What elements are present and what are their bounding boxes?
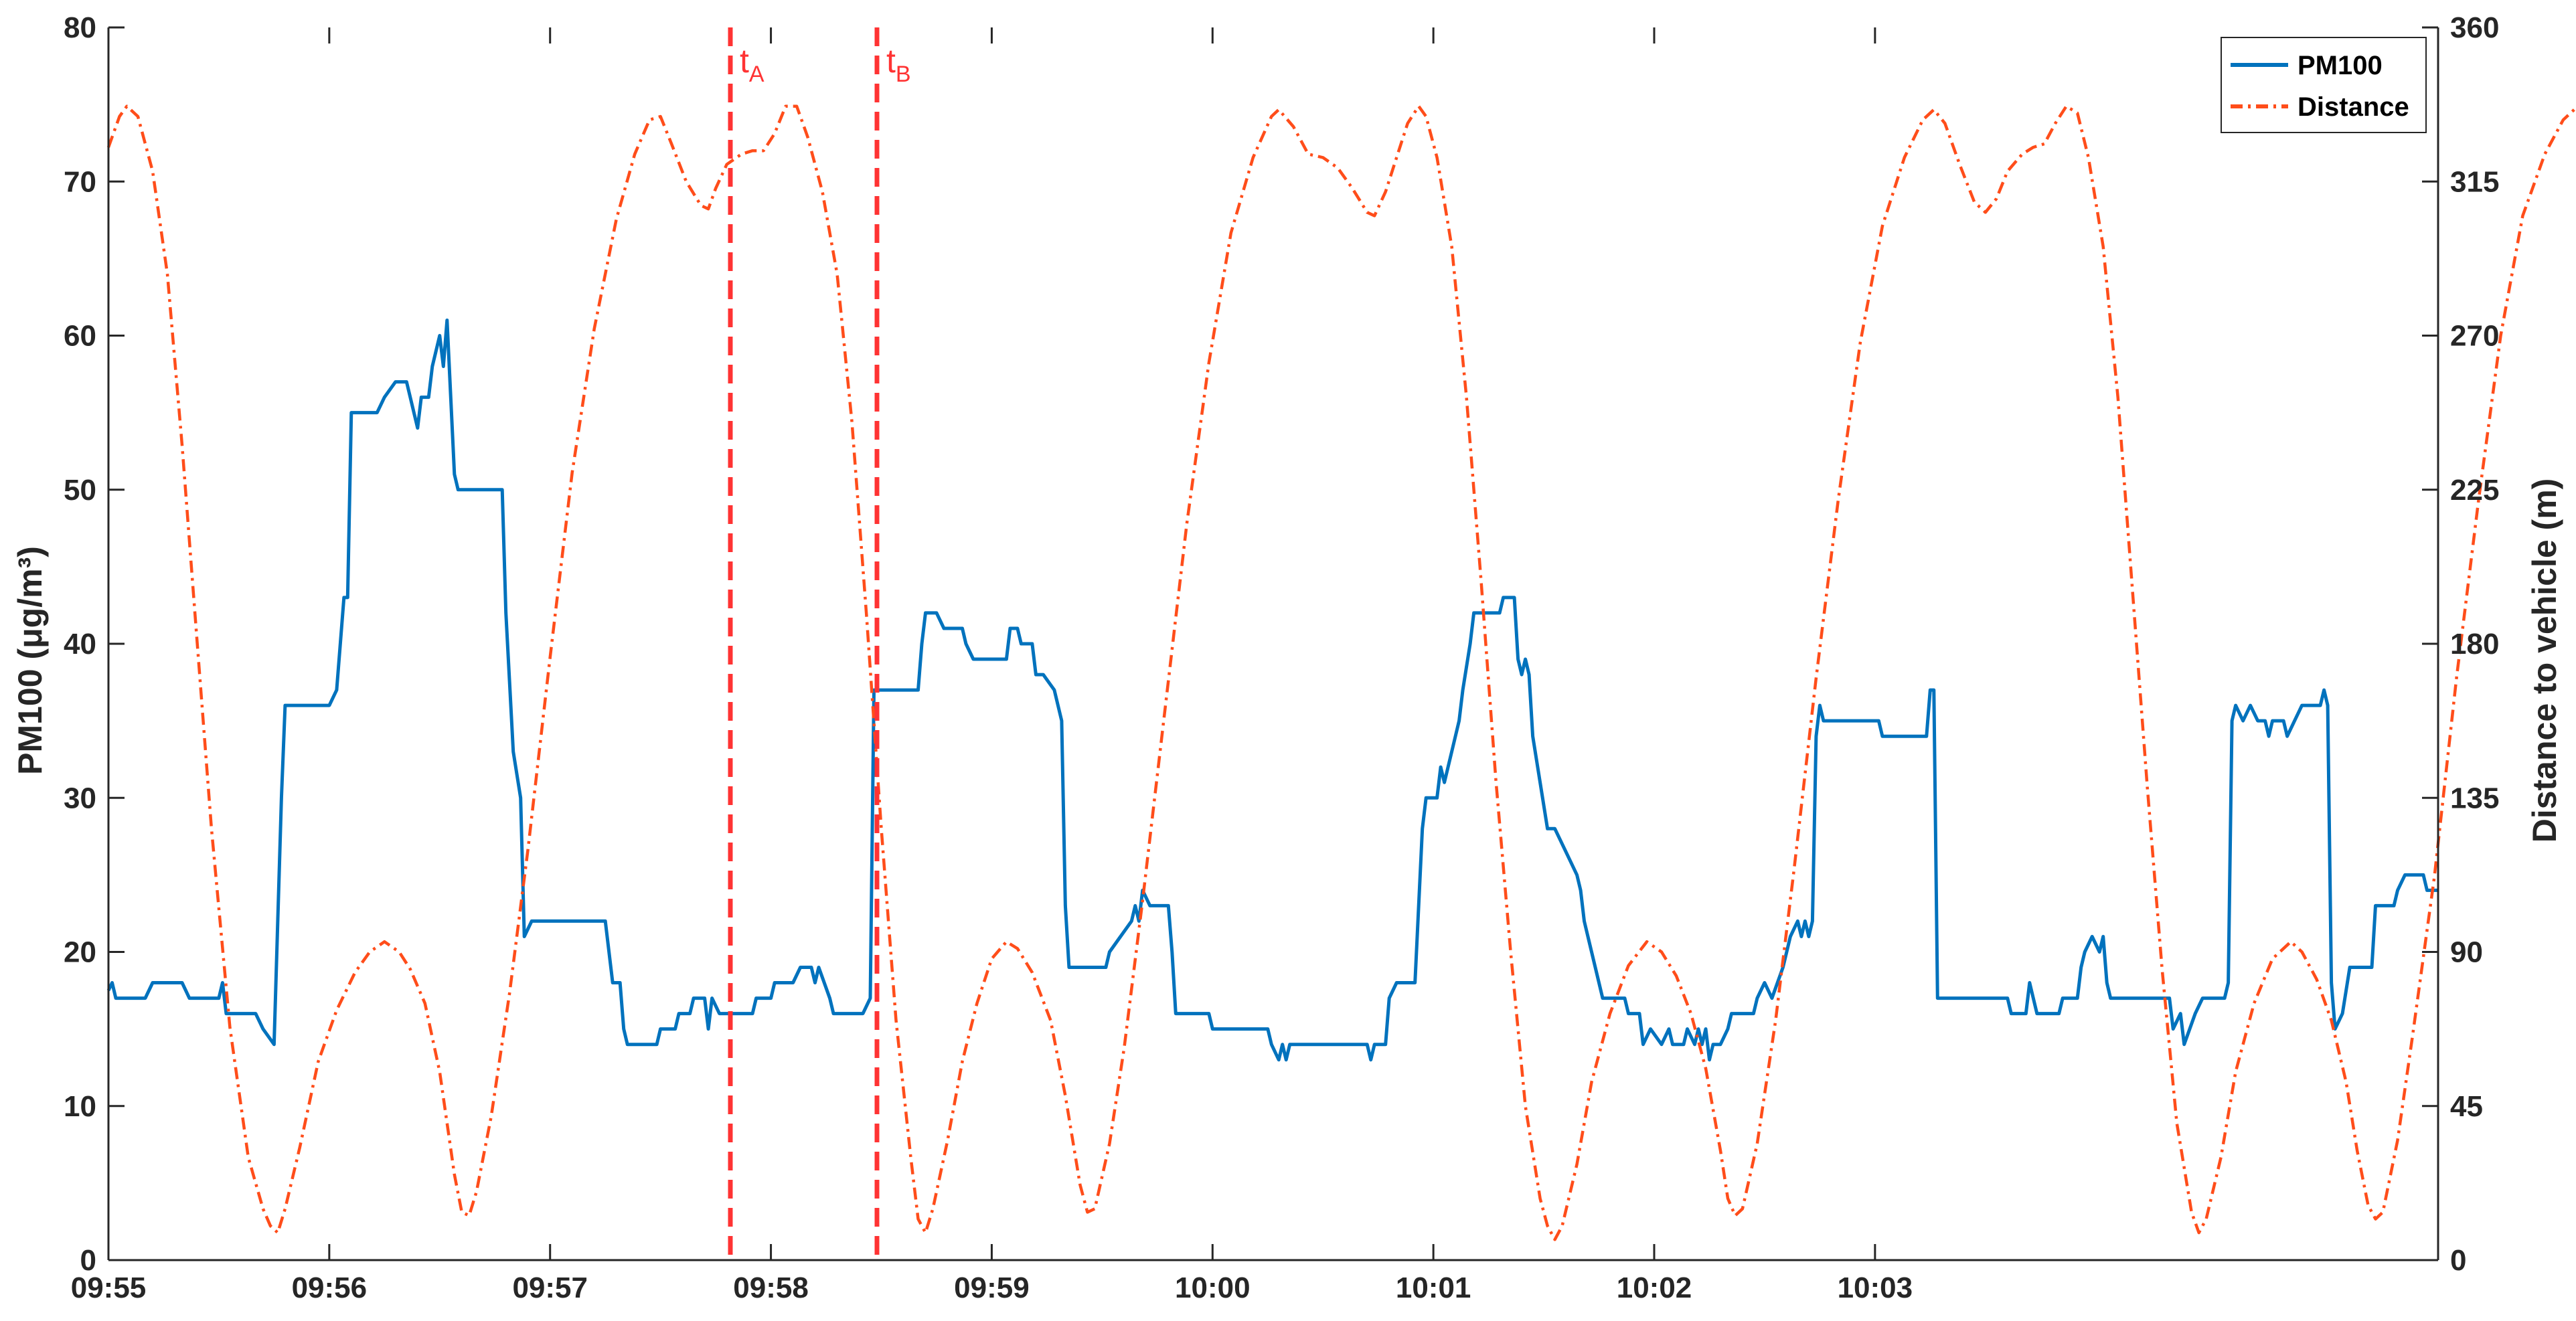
x-tick-label-6: 10:01 <box>1396 1271 1471 1304</box>
x-tick-label-8: 10:03 <box>1838 1271 1913 1304</box>
y-tick-label-right-225: 225 <box>2450 474 2499 507</box>
y-axis-label-left: PM100 (μg/m³) <box>11 546 49 775</box>
y-tick-label-left-30: 30 <box>64 782 96 814</box>
y-tick-label-left-50: 50 <box>64 474 96 507</box>
marker-label-a: tA <box>740 42 764 87</box>
legend: PM100 Distance <box>2221 37 2427 133</box>
y-tick-label-left-70: 70 <box>64 165 96 198</box>
marker-label-b: tB <box>886 42 911 87</box>
x-tick-label-0: 09:55 <box>71 1271 147 1304</box>
series-line-pm100 <box>106 319 2438 1062</box>
y-tick-label-left-10: 10 <box>64 1090 96 1123</box>
y-tick-label-left-60: 60 <box>64 320 96 353</box>
y-tick-label-right-180: 180 <box>2450 628 2499 660</box>
y-axis-label-right: Distance to vehicle (m) <box>2526 478 2563 843</box>
plot-area <box>106 104 2576 1241</box>
vertical-markers: tA tB <box>728 27 911 1260</box>
axes: 0 10 20 30 40 50 60 70 80 0 45 90 135 180 225 270 315 360… <box>64 11 2499 1304</box>
x-tick-label-7: 10:02 <box>1617 1271 1692 1304</box>
legend-box <box>2221 37 2427 133</box>
x-tick-label-3: 09:58 <box>733 1271 809 1304</box>
x-tick-label-5: 10:00 <box>1175 1271 1251 1304</box>
legend-label-pm100: PM100 <box>2298 51 2383 80</box>
x-tick-label-1: 09:56 <box>292 1271 368 1304</box>
y-tick-label-left-80: 80 <box>64 11 96 44</box>
y-tick-label-right-360: 360 <box>2450 11 2499 44</box>
y-tick-label-right-135: 135 <box>2450 782 2499 814</box>
y-tick-label-right-90: 90 <box>2450 936 2483 969</box>
y-tick-label-left-0: 0 <box>80 1244 96 1277</box>
y-tick-label-left-40: 40 <box>64 628 96 660</box>
legend-label-distance: Distance <box>2298 92 2409 122</box>
y-tick-label-right-315: 315 <box>2450 165 2499 198</box>
x-tick-label-4: 09:59 <box>954 1271 1030 1304</box>
y-tick-label-left-20: 20 <box>64 936 96 969</box>
x-tick-label-2: 09:57 <box>512 1271 588 1304</box>
y-tick-label-right-270: 270 <box>2450 320 2499 353</box>
series-line-distance <box>106 104 2576 1241</box>
y-tick-label-right-45: 45 <box>2450 1090 2483 1123</box>
y-tick-label-right-0: 0 <box>2450 1244 2466 1277</box>
